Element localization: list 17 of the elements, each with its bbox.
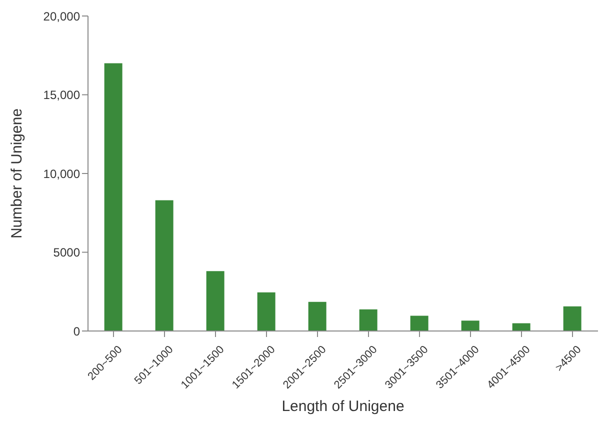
bar [512,323,530,331]
y-tick-label: 0 [73,324,80,338]
x-axis-title: Length of Unigene [282,398,404,415]
bar [206,271,224,331]
y-tick-label: 5000 [53,246,80,260]
bar [461,320,480,331]
bar [155,200,174,331]
bar [308,302,326,331]
bar [359,309,378,331]
bar [410,316,428,331]
bar [563,306,582,331]
y-tick-label: 20,000 [43,9,80,24]
bar [104,63,122,331]
y-tick-label: 15,000 [43,88,80,102]
y-tick-label: 10,000 [43,166,80,181]
y-axis-title: Number of Unigene [8,108,26,239]
bar [257,292,276,331]
